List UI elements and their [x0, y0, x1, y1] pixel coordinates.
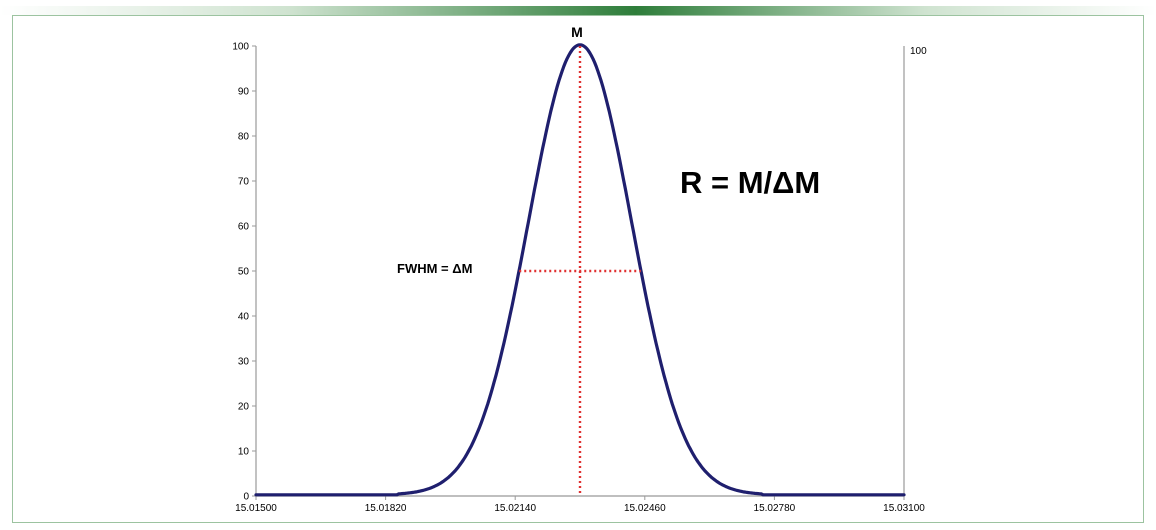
- x-tick-label: 15.02140: [494, 503, 536, 514]
- peak-curve: [254, 43, 906, 497]
- figure-frame: [12, 15, 1144, 523]
- y-tick-label: 100: [232, 42, 249, 53]
- y-tick-label: 30: [238, 357, 250, 368]
- header-banner-bar: [0, 6, 1156, 15]
- y-tick-label: 90: [238, 87, 250, 98]
- y-tick-label: 70: [238, 177, 250, 188]
- x-tick-label: 15.01500: [235, 503, 277, 514]
- y-tick-label: 10: [238, 447, 250, 458]
- x-tick-label: 15.02460: [624, 503, 666, 514]
- x-tick-label: 15.03100: [883, 503, 925, 514]
- y-tick-label: 20: [238, 402, 250, 413]
- x-tick-label: 15.02780: [754, 503, 796, 514]
- y-tick-label: 50: [238, 267, 250, 278]
- fwhm-label: FWHM = ΔM: [397, 261, 472, 276]
- y-tick-label: 80: [238, 132, 250, 143]
- y-tick-label: 60: [238, 222, 250, 233]
- y-tick-label: 40: [238, 312, 250, 323]
- y-tick-label: 0: [243, 492, 249, 503]
- resolution-formula: R = M/ΔM: [680, 165, 820, 200]
- x-tick-label: 15.01820: [365, 503, 407, 514]
- right-axis-label: 100: [910, 46, 927, 57]
- x-ticks: 15.01500 15.01820 15.02140 15.02460 15.02780…: [235, 496, 925, 514]
- y-ticks: 0 10 20 30 40 50 60 70 80 90 100: [232, 42, 256, 503]
- peak-label: M: [571, 24, 583, 40]
- header-banner: [0, 6, 1156, 15]
